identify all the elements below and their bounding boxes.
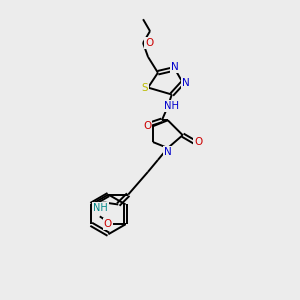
Text: NH: NH: [93, 203, 108, 214]
Text: O: O: [194, 137, 203, 147]
Text: O: O: [145, 38, 153, 48]
Text: N: N: [171, 62, 178, 72]
Text: NH: NH: [164, 101, 179, 111]
Text: S: S: [142, 82, 148, 93]
Text: O: O: [103, 219, 112, 229]
Text: N: N: [164, 147, 172, 157]
Text: N: N: [182, 78, 190, 88]
Text: O: O: [143, 121, 151, 131]
